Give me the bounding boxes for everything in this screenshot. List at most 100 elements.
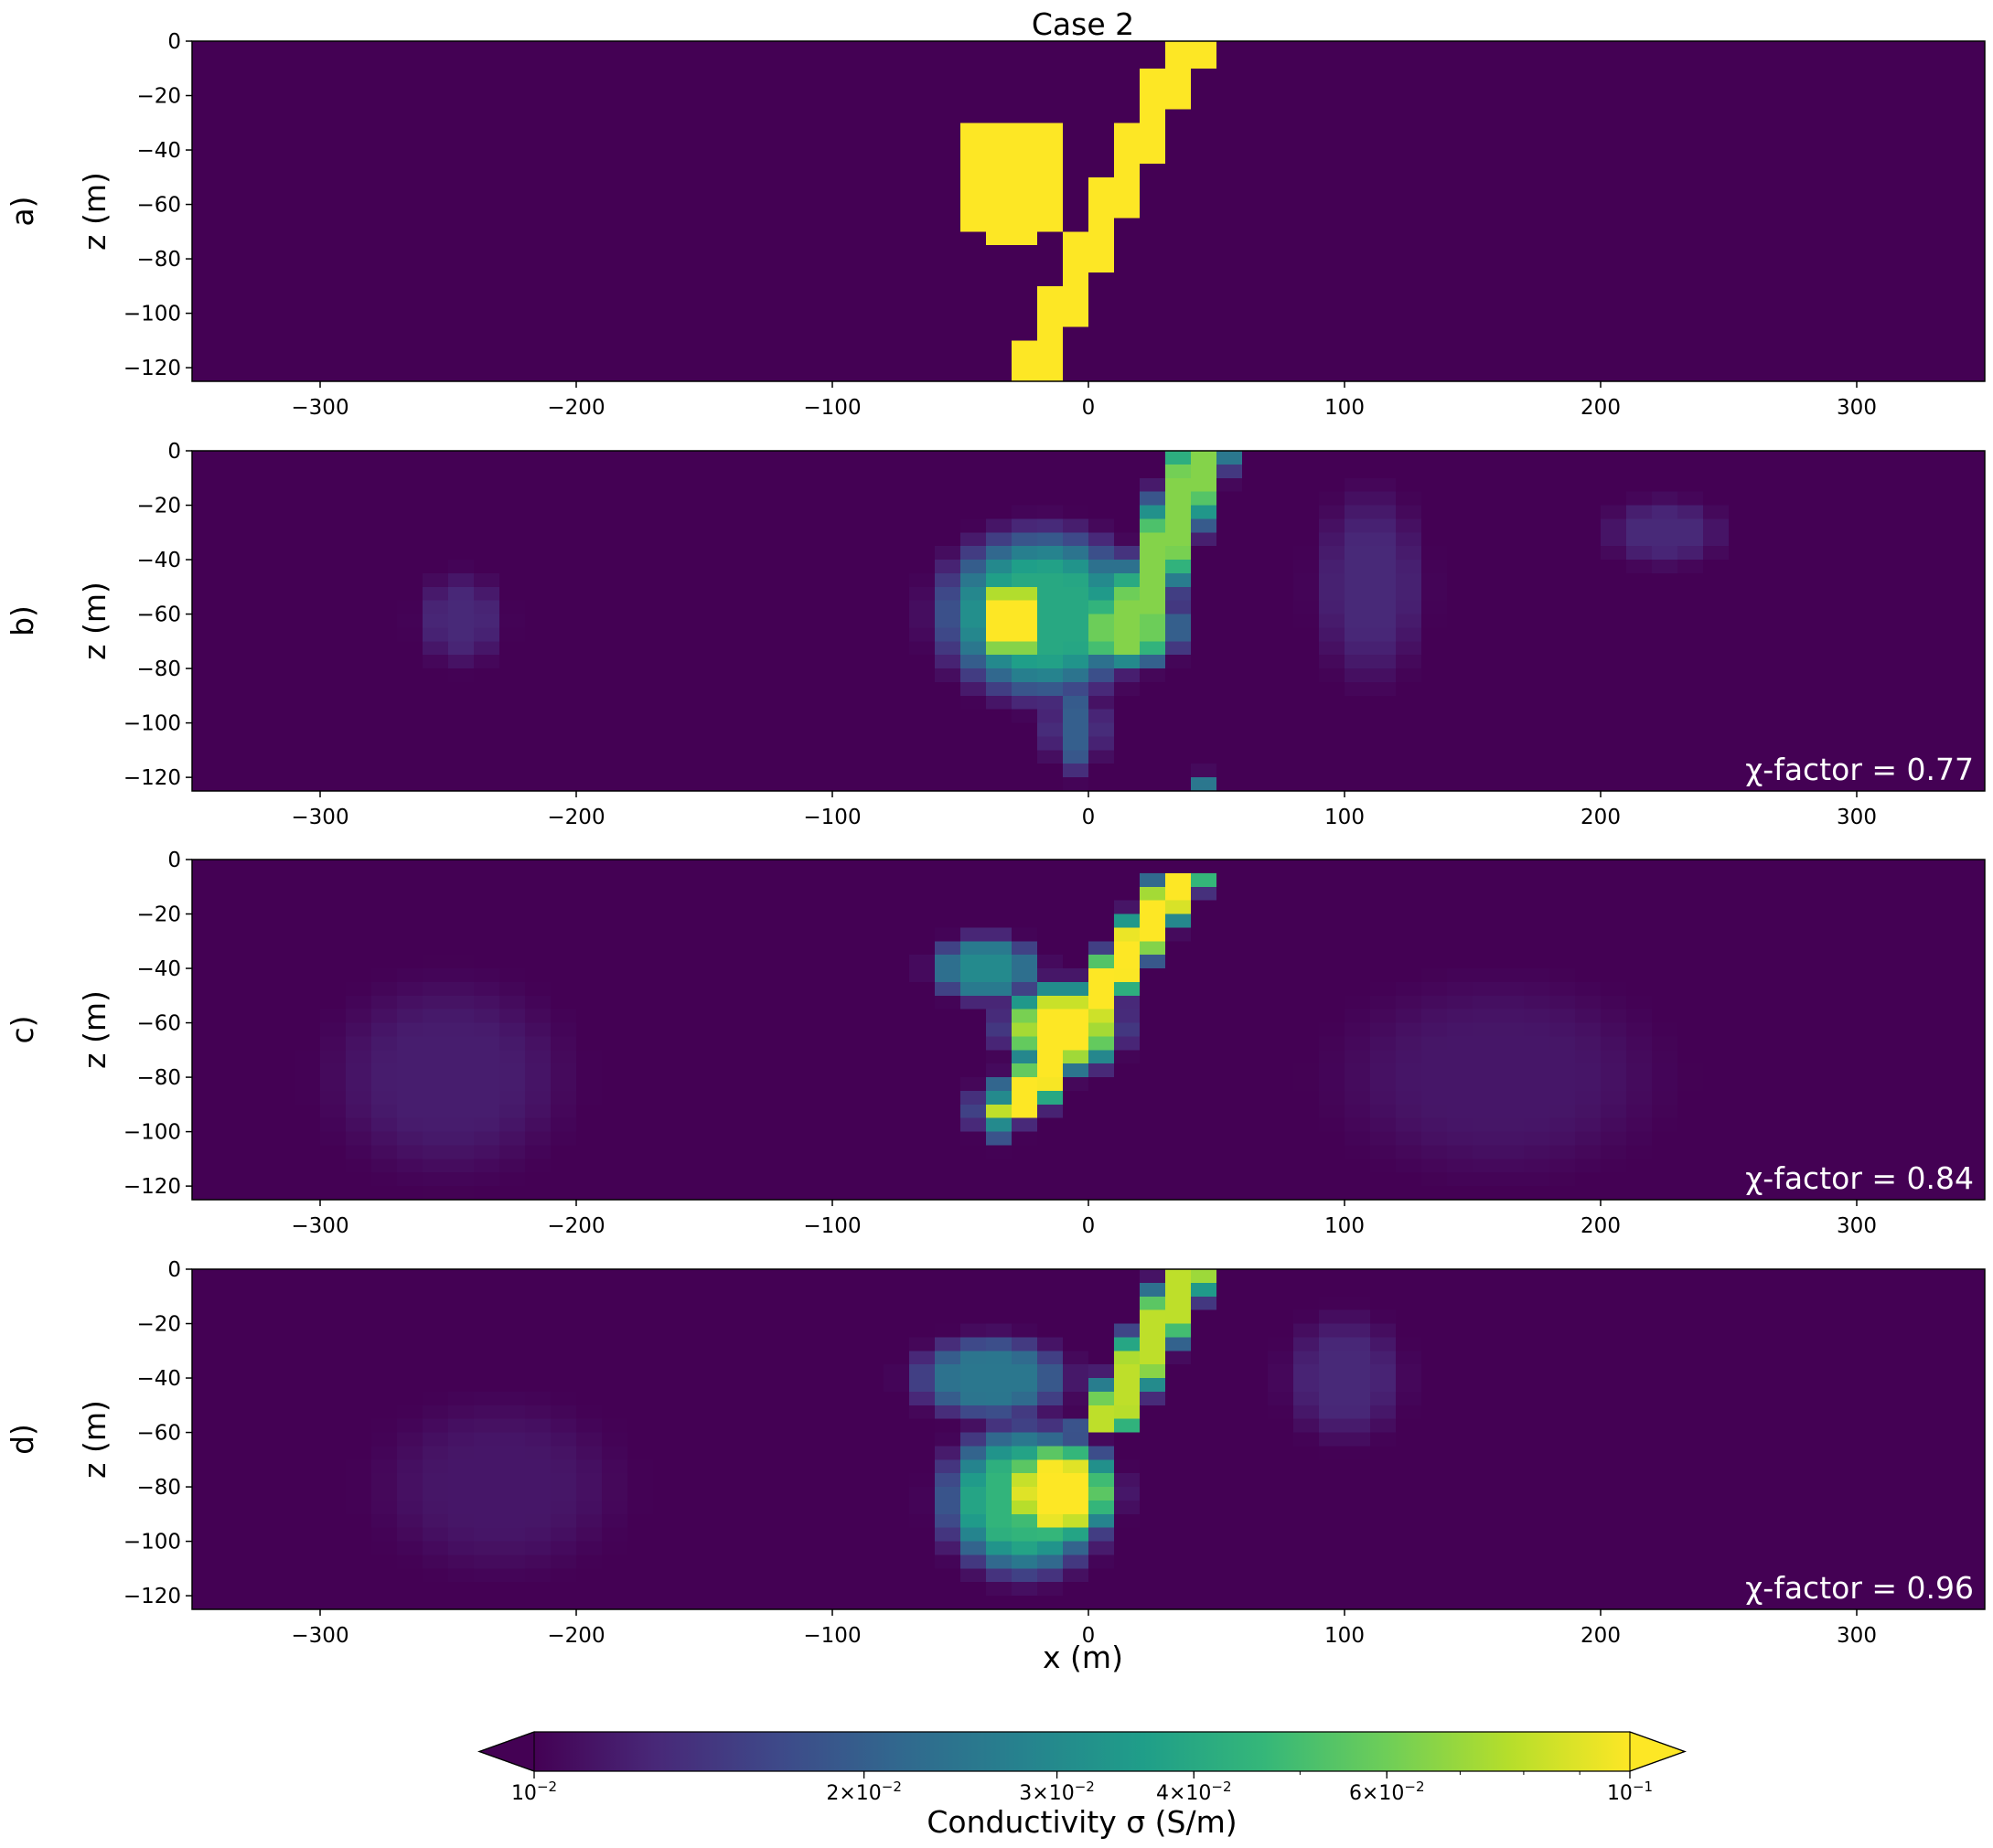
heatmap-cell xyxy=(1165,1131,1192,1147)
heatmap-cell xyxy=(704,614,731,629)
heatmap-cell xyxy=(832,190,859,206)
heatmap-cell xyxy=(1037,1077,1064,1092)
heatmap-cell xyxy=(1908,123,1934,137)
heatmap-cell xyxy=(1319,272,1345,287)
heatmap-cell xyxy=(602,681,628,697)
heatmap-cell xyxy=(627,886,654,902)
heatmap-cell xyxy=(346,1104,372,1119)
heatmap-cell xyxy=(1191,272,1217,287)
heatmap-cell xyxy=(909,1117,936,1133)
heatmap-cell xyxy=(679,518,705,533)
heatmap-cell xyxy=(218,163,244,178)
heatmap-cell xyxy=(243,941,270,956)
heatmap-cell xyxy=(269,955,295,969)
heatmap-cell xyxy=(1447,245,1473,260)
heatmap-cell xyxy=(1601,245,1627,260)
heatmap-cell xyxy=(1114,532,1141,547)
heatmap-cell xyxy=(1012,1172,1038,1187)
heatmap-cell xyxy=(1754,313,1781,328)
heatmap-cell xyxy=(1524,668,1550,683)
heatmap-cell xyxy=(1857,695,1883,710)
heatmap-cell xyxy=(1396,109,1422,123)
heatmap-cell xyxy=(1447,709,1473,724)
heatmap-cell xyxy=(423,995,449,1010)
heatmap-cell xyxy=(627,245,654,260)
heatmap-cell xyxy=(499,259,526,273)
heatmap-cell xyxy=(807,777,833,792)
heatmap-cell xyxy=(755,204,782,219)
heatmap-cell xyxy=(1908,245,1934,260)
heatmap-cell xyxy=(218,981,244,997)
heatmap-cell xyxy=(781,81,808,97)
heatmap-cell xyxy=(1037,313,1064,328)
heatmap-cell xyxy=(1319,777,1345,792)
heatmap-cell xyxy=(1601,190,1627,206)
heatmap-cell xyxy=(1703,532,1730,547)
heatmap-cell xyxy=(397,709,423,724)
heatmap-cell xyxy=(397,41,423,56)
heatmap-cell xyxy=(1165,299,1192,315)
heatmap-cell xyxy=(1165,655,1192,669)
heatmap-cell xyxy=(243,627,270,642)
heatmap-cell xyxy=(1345,176,1371,192)
heatmap-cell xyxy=(1216,245,1243,260)
heatmap-cell xyxy=(781,981,808,997)
heatmap-cell xyxy=(1319,1159,1345,1173)
heatmap-cell xyxy=(397,586,423,602)
heatmap-cell xyxy=(525,1050,552,1064)
heatmap-cell xyxy=(1140,627,1166,642)
y-tick-label: −120 xyxy=(123,357,181,380)
heatmap-cell xyxy=(1037,190,1064,206)
heatmap-cell xyxy=(1831,368,1858,382)
heatmap-cell xyxy=(499,368,526,382)
heatmap-cell xyxy=(1319,1077,1345,1092)
heatmap-cell xyxy=(858,1104,884,1119)
heatmap-cell xyxy=(218,1009,244,1024)
heatmap-cell xyxy=(192,750,219,764)
heatmap-cell xyxy=(730,1186,756,1201)
heatmap-cell xyxy=(627,163,654,178)
heatmap-cell xyxy=(320,41,347,56)
heatmap-cell xyxy=(1447,764,1473,778)
heatmap-cell xyxy=(653,368,680,382)
heatmap-cell xyxy=(371,218,398,232)
heatmap-cell xyxy=(1473,586,1499,602)
heatmap-cell xyxy=(1396,245,1422,260)
heatmap-cell xyxy=(1447,190,1473,206)
heatmap-cell xyxy=(474,285,500,301)
heatmap-cell xyxy=(1370,1145,1397,1159)
heatmap-cell xyxy=(1780,586,1806,602)
heatmap-cell xyxy=(832,1172,859,1187)
heatmap-cell xyxy=(371,600,398,615)
heatmap-cell xyxy=(243,722,270,738)
heatmap-cell xyxy=(1473,614,1499,629)
heatmap-cell xyxy=(1447,136,1473,151)
heatmap-cell xyxy=(423,204,449,219)
heatmap-cell xyxy=(346,123,372,137)
heatmap-cell xyxy=(1780,354,1806,369)
heatmap-cell xyxy=(1473,54,1499,69)
heatmap-cell xyxy=(1754,163,1781,178)
heatmap-cell xyxy=(602,560,628,574)
heatmap-cell xyxy=(1421,150,1448,165)
heatmap-cell xyxy=(1012,491,1038,507)
heatmap-cell xyxy=(346,764,372,778)
heatmap-cell xyxy=(1140,1050,1166,1064)
heatmap-cell xyxy=(1088,572,1115,588)
heatmap-cell xyxy=(397,109,423,123)
heatmap-cell xyxy=(960,1009,987,1024)
heatmap-cell xyxy=(1396,1009,1422,1024)
heatmap-cell xyxy=(1216,941,1243,956)
heatmap-cell xyxy=(1831,764,1858,778)
heatmap-cell xyxy=(781,464,808,479)
heatmap-cell xyxy=(730,109,756,123)
heatmap-cell xyxy=(986,1090,1013,1106)
heatmap-cell xyxy=(269,600,295,615)
heatmap-cell xyxy=(1473,451,1499,465)
heatmap-cell xyxy=(935,163,961,178)
heatmap-cell xyxy=(1780,259,1806,273)
heatmap-cell xyxy=(1601,1172,1627,1187)
heatmap-cell xyxy=(1857,81,1883,97)
heatmap-cell xyxy=(1677,709,1704,724)
heatmap-cell xyxy=(474,1145,500,1159)
